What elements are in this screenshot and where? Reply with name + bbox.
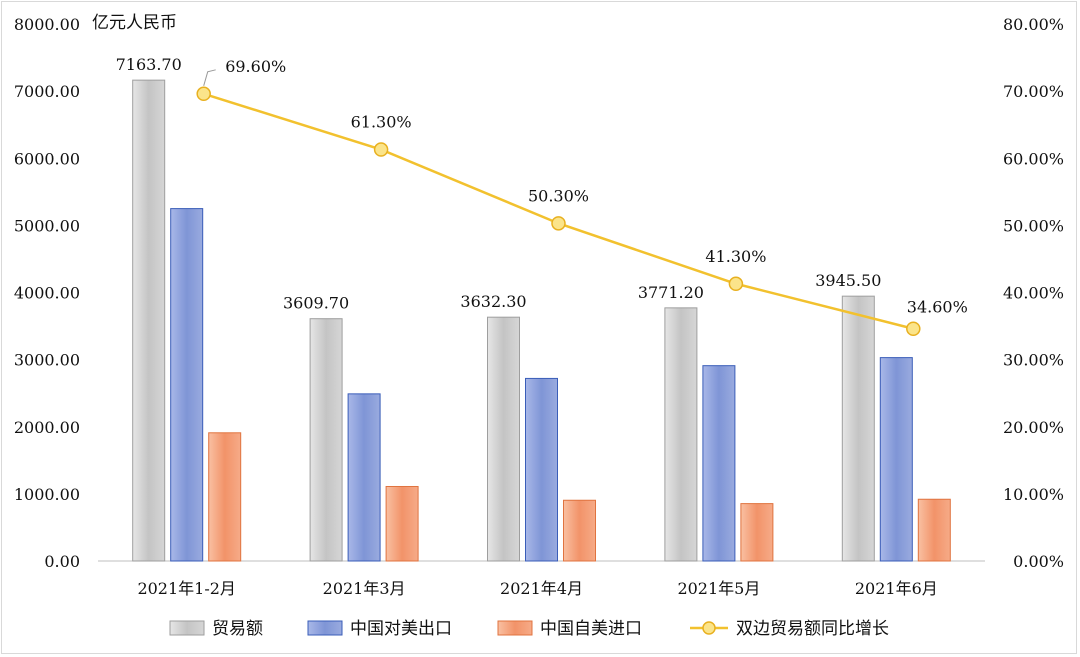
- growth-point: [196, 86, 211, 102]
- legend-swatch: [169, 620, 205, 636]
- bar-trade: [664, 307, 698, 562]
- growth-point: [373, 142, 389, 157]
- legend-swatch: [307, 620, 343, 636]
- bar-trade: [841, 295, 875, 562]
- growth-data-label: 34.60%: [907, 298, 968, 317]
- legend: 贸易额 中国对美出口 中国自美进口 双边贸易额同比增长: [169, 619, 889, 639]
- growth-data-label: 69.60%: [225, 57, 286, 76]
- bar-data-labels: 7163.70 3609.70 3632.30 3771.20 3945.50: [116, 55, 882, 313]
- left-axis-ticks: 0.00 1000.00 2000.00 3000.00 4000.00 5000.00 6…: [14, 15, 80, 571]
- left-tick-label: 1000.00: [14, 485, 80, 504]
- right-tick-label: 40.00%: [1003, 284, 1064, 303]
- x-tick-label: 2021年4月: [500, 579, 583, 598]
- bar-data-label: 3771.20: [638, 283, 704, 302]
- right-axis-ticks: 0.00% 10.00% 20.00% 30.00% 40.00% 50.00% 60.00…: [1003, 15, 1064, 571]
- bar-export: [702, 365, 736, 562]
- right-tick-label: 80.00%: [1003, 15, 1064, 34]
- x-tick-label: 2021年3月: [323, 579, 406, 598]
- legend-swatch: [497, 620, 533, 636]
- x-tick-label: 2021年5月: [677, 579, 760, 598]
- left-tick-label: 8000.00: [14, 15, 80, 34]
- x-tick-label: 2021年1-2月: [137, 579, 236, 598]
- legend-label: 双边贸易额同比增长: [736, 619, 889, 639]
- right-tick-label: 20.00%: [1003, 418, 1064, 437]
- leader-line: [203, 69, 216, 86]
- bar-import: [208, 432, 242, 562]
- legend-line-marker: [702, 621, 716, 635]
- right-tick-label: 30.00%: [1003, 351, 1064, 370]
- right-tick-label: 70.00%: [1003, 82, 1064, 101]
- left-tick-label: 5000.00: [14, 216, 80, 235]
- left-tick-label: 6000.00: [14, 149, 80, 168]
- bar-export: [879, 357, 913, 562]
- legend-label: 中国自美进口: [540, 619, 642, 639]
- bar-trade: [487, 316, 520, 562]
- legend-label: 贸易额: [212, 619, 263, 639]
- right-tick-label: 50.00%: [1003, 216, 1064, 235]
- bar-trade: [132, 79, 166, 562]
- growth-data-label: 50.30%: [528, 186, 589, 205]
- x-axis-ticks: 2021年1-2月 2021年3月 2021年4月 2021年5月 2021年6月: [137, 579, 937, 598]
- left-tick-label: 2000.00: [14, 418, 80, 437]
- left-tick-label: 4000.00: [14, 284, 80, 303]
- bar-import: [563, 499, 596, 562]
- y-unit-label: 亿元人民币: [92, 13, 177, 33]
- right-tick-label: 60.00%: [1003, 149, 1064, 168]
- bar-import: [385, 485, 419, 562]
- bar-export: [347, 393, 381, 562]
- right-tick-label: 0.00%: [1013, 552, 1064, 571]
- bar-data-label: 3632.30: [460, 292, 526, 311]
- bar-export: [525, 377, 558, 562]
- bar-trade: [309, 318, 343, 562]
- growth-point: [551, 216, 566, 231]
- bar-data-label: 7163.70: [116, 55, 182, 74]
- growth-data-label: 61.30%: [351, 113, 412, 132]
- left-tick-label: 3000.00: [14, 351, 80, 370]
- bar-import: [917, 498, 951, 562]
- left-tick-label: 0.00: [44, 552, 80, 571]
- bar-data-label: 3945.50: [815, 271, 881, 290]
- growth-line-layer: 69.60% 61.30% 50.30% 41.30% 34.60%: [196, 57, 968, 336]
- right-tick-label: 10.00%: [1003, 485, 1064, 504]
- bars: [132, 79, 951, 562]
- legend-label: 中国对美出口: [350, 619, 452, 639]
- x-tick-label: 2021年6月: [855, 579, 938, 598]
- bar-data-label: 3609.70: [283, 294, 349, 313]
- growth-point: [906, 321, 921, 336]
- bar-export: [170, 208, 204, 562]
- growth-point: [728, 276, 744, 292]
- growth-data-label: 41.30%: [705, 247, 766, 266]
- left-tick-label: 7000.00: [14, 82, 80, 101]
- bar-import: [740, 503, 774, 562]
